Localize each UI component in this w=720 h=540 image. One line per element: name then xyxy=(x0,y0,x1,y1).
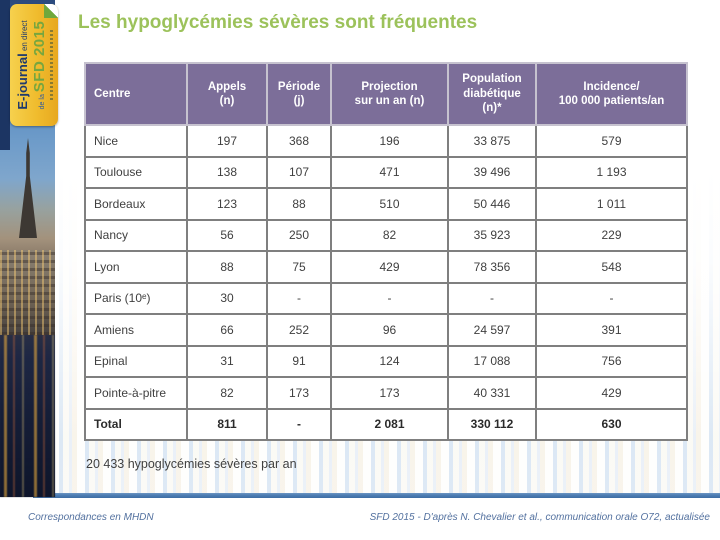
cell-projection: 173 xyxy=(330,376,449,410)
badge-line-event: de la SFD 2015 xyxy=(30,20,49,110)
cell-appels: 88 xyxy=(186,250,268,284)
cell-periode: 107 xyxy=(266,155,332,189)
table-row: Amiens 66 252 96 24 597 391 xyxy=(84,313,688,347)
cell-projection: 196 xyxy=(330,124,449,158)
table-row: Epinal 31 91 124 17 088 756 xyxy=(84,344,688,378)
cell-centre: Lyon xyxy=(84,250,188,284)
table-row: Lyon 88 75 429 78 356 548 xyxy=(84,250,688,284)
badge-journal-name: E-journal xyxy=(14,53,30,110)
cell-total-population: 330 112 xyxy=(447,407,537,441)
cell-appels: 31 xyxy=(186,344,268,378)
table-row: Pointe-à-pitre 82 173 173 40 331 429 xyxy=(84,376,688,410)
table-row: Nancy 56 250 82 35 923 229 xyxy=(84,218,688,252)
cell-centre: Pointe-à-pitre xyxy=(84,376,188,410)
badge-event-prefix: de la xyxy=(38,92,46,110)
cell-projection: 429 xyxy=(330,250,449,284)
badge-fold-corner-icon xyxy=(44,4,58,18)
cell-incidence: 548 xyxy=(535,250,688,284)
cell-projection: 96 xyxy=(330,313,449,347)
cell-appels: 30 xyxy=(186,281,268,315)
badge-line-journal: E-journal en direct xyxy=(15,20,32,109)
cell-total-periode: - xyxy=(266,407,332,441)
cell-periode: 91 xyxy=(266,344,332,378)
cell-centre: Amiens xyxy=(84,313,188,347)
table-header-row: Centre Appels (n) Période (j) Projection… xyxy=(84,62,688,126)
ejournal-badge xyxy=(10,4,58,126)
cell-population: 50 446 xyxy=(447,187,537,221)
cell-centre: Toulouse xyxy=(84,155,188,189)
cell-population: 24 597 xyxy=(447,313,537,347)
cell-periode: 88 xyxy=(266,187,332,221)
cell-incidence: 1 011 xyxy=(535,187,688,221)
cell-incidence: 756 xyxy=(535,344,688,378)
table-row: Paris (10ᵉ) 30 - - - - xyxy=(84,281,688,315)
cell-centre: Epinal xyxy=(84,344,188,378)
cell-total-appels: 811 xyxy=(186,407,268,441)
annual-total-note: 20 433 hypoglycémies sévères par an xyxy=(86,457,297,471)
journal-name: Correspondances en MHDN xyxy=(28,512,154,523)
cell-appels: 138 xyxy=(186,155,268,189)
column-header-centre: Centre xyxy=(84,62,188,126)
slide-title: Les hypoglycémies sévères sont fréquente… xyxy=(78,12,478,33)
photo-water-reflections xyxy=(0,335,55,497)
source-citation: SFD 2015 - D'après N. Chevalier et al., … xyxy=(369,512,710,523)
cell-population: 40 331 xyxy=(447,376,537,410)
column-header-appels: Appels (n) xyxy=(186,62,268,126)
cell-population: 35 923 xyxy=(447,218,537,252)
cell-projection: 510 xyxy=(330,187,449,221)
column-header-periode: Période (j) xyxy=(266,62,332,126)
cell-centre: Nancy xyxy=(84,218,188,252)
cell-periode: 250 xyxy=(266,218,332,252)
column-header-incidence: Incidence/ 100 000 patients/an xyxy=(535,62,688,126)
cell-total-projection: 2 081 xyxy=(330,407,449,441)
cell-periode: 75 xyxy=(266,250,332,284)
cell-centre: Bordeaux xyxy=(84,187,188,221)
cell-population: 78 356 xyxy=(447,250,537,284)
table-row: Bordeaux 123 88 510 50 446 1 011 xyxy=(84,187,688,221)
left-accent-strip xyxy=(0,0,10,150)
cell-appels: 66 xyxy=(186,313,268,347)
cell-population: 39 496 xyxy=(447,155,537,189)
cell-appels: 123 xyxy=(186,187,268,221)
table-total-row: Total 811 - 2 081 330 112 630 xyxy=(84,407,688,441)
ejournal-badge-text: E-journal en direct de la SFD 2015 xyxy=(10,4,58,126)
badge-tagline-microtext xyxy=(50,30,54,100)
cell-appels: 56 xyxy=(186,218,268,252)
cell-population: 33 875 xyxy=(447,124,537,158)
table-row: Nice 197 368 196 33 875 579 xyxy=(84,124,688,158)
cell-projection: 124 xyxy=(330,344,449,378)
cell-incidence: 579 xyxy=(535,124,688,158)
cell-incidence: 429 xyxy=(535,376,688,410)
cell-population: 17 088 xyxy=(447,344,537,378)
cell-projection: 471 xyxy=(330,155,449,189)
cell-centre: Nice xyxy=(84,124,188,158)
badge-journal-suffix: en direct xyxy=(19,20,29,54)
table-row: Toulouse 138 107 471 39 496 1 193 xyxy=(84,155,688,189)
photo-buildings xyxy=(0,250,55,335)
cell-appels: 197 xyxy=(186,124,268,158)
cell-periode: 173 xyxy=(266,376,332,410)
footer-divider xyxy=(33,493,720,498)
incidence-table-container: Centre Appels (n) Période (j) Projection… xyxy=(84,62,688,441)
cell-incidence: - xyxy=(535,281,688,315)
cell-incidence: 391 xyxy=(535,313,688,347)
column-header-projection: Projection sur un an (n) xyxy=(330,62,449,126)
cell-appels: 82 xyxy=(186,376,268,410)
cell-projection: 82 xyxy=(330,218,449,252)
cell-periode: 368 xyxy=(266,124,332,158)
cell-centre: Paris (10ᵉ) xyxy=(84,281,188,315)
cell-total-incidence: 630 xyxy=(535,407,688,441)
incidence-table: Centre Appels (n) Période (j) Projection… xyxy=(84,62,688,441)
cell-projection: - xyxy=(330,281,449,315)
cell-incidence: 229 xyxy=(535,218,688,252)
cell-total-label: Total xyxy=(84,407,188,441)
badge-event-name: SFD 2015 xyxy=(30,20,48,93)
cathedral-spire xyxy=(19,138,37,238)
cell-periode: 252 xyxy=(266,313,332,347)
cell-population: - xyxy=(447,281,537,315)
cell-incidence: 1 193 xyxy=(535,155,688,189)
cell-periode: - xyxy=(266,281,332,315)
column-header-population: Population diabétique (n)* xyxy=(447,62,537,126)
